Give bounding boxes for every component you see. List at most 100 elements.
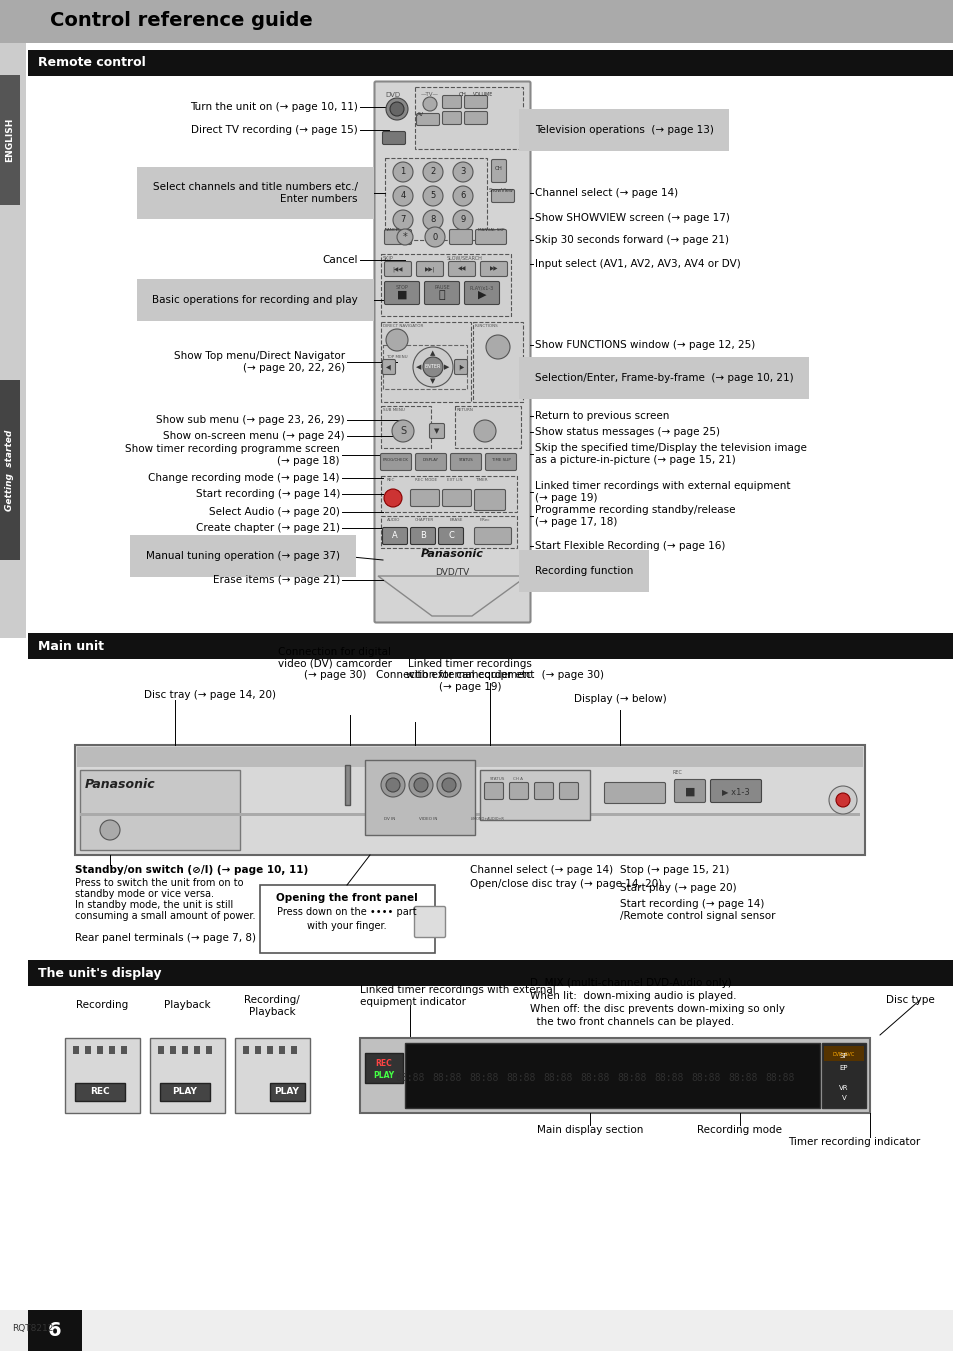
Text: Getting  started: Getting started	[6, 430, 14, 511]
Text: DIRECT NAVIGATOR: DIRECT NAVIGATOR	[382, 324, 423, 328]
FancyBboxPatch shape	[464, 96, 487, 108]
Bar	[75, 1084, 125, 1101]
FancyBboxPatch shape	[442, 96, 461, 108]
Bar	[234, 1038, 310, 1113]
FancyBboxPatch shape	[416, 113, 439, 126]
Bar	[270, 1084, 305, 1101]
Text: consuming a small amount of power.: consuming a small amount of power.	[75, 911, 255, 921]
Text: Skip 30 seconds forward (→ page 21): Skip 30 seconds forward (→ page 21)	[535, 235, 728, 245]
FancyBboxPatch shape	[384, 262, 411, 277]
FancyBboxPatch shape	[604, 782, 665, 804]
Text: 88:88: 88:88	[506, 1073, 536, 1084]
Text: Main unit: Main unit	[38, 639, 104, 653]
FancyBboxPatch shape	[485, 454, 516, 470]
Circle shape	[453, 209, 473, 230]
Text: Cancel: Cancel	[322, 255, 357, 265]
Circle shape	[422, 162, 442, 182]
Bar	[0, 1310, 953, 1351]
Bar	[385, 158, 486, 240]
Text: REC: REC	[375, 1058, 392, 1067]
Text: AUDIO: AUDIO	[387, 517, 400, 521]
Text: ERASE: ERASE	[450, 517, 463, 521]
Circle shape	[386, 330, 408, 351]
Text: ▶: ▶	[477, 290, 486, 300]
Circle shape	[422, 186, 442, 205]
FancyBboxPatch shape	[509, 782, 528, 800]
Bar	[97, 1046, 103, 1054]
Bar	[380, 322, 471, 403]
Text: Start recording (→ page 14): Start recording (→ page 14)	[619, 898, 763, 909]
Text: SP: SP	[839, 1052, 847, 1059]
Text: DVD-AVC: DVD-AVC	[832, 1051, 854, 1056]
Text: 7: 7	[400, 216, 405, 224]
Bar	[382, 345, 467, 389]
Text: B: B	[419, 531, 425, 540]
Circle shape	[390, 101, 403, 116]
Text: TOP MENU: TOP MENU	[386, 355, 407, 359]
Text: ■: ■	[684, 788, 695, 797]
Bar	[80, 770, 240, 850]
Text: Direct TV recording (→ page 15): Direct TV recording (→ page 15)	[191, 126, 357, 135]
Circle shape	[393, 186, 413, 205]
Text: Channel select (→ page 14): Channel select (→ page 14)	[470, 865, 613, 875]
Text: REC MODE: REC MODE	[415, 478, 436, 482]
Text: 5: 5	[430, 192, 436, 200]
Text: CH: CH	[495, 166, 502, 172]
Text: STOP: STOP	[395, 285, 408, 290]
FancyBboxPatch shape	[450, 454, 481, 470]
Polygon shape	[377, 576, 526, 616]
Text: Show on-screen menu (→ page 24): Show on-screen menu (→ page 24)	[163, 431, 345, 440]
Text: The unit's display: The unit's display	[38, 966, 161, 979]
Text: 88:88: 88:88	[654, 1073, 683, 1084]
Text: 6: 6	[460, 192, 465, 200]
Text: DISPLAY: DISPLAY	[422, 458, 438, 462]
Text: Change recording mode (→ page 14): Change recording mode (→ page 14)	[149, 473, 339, 484]
Text: Rear panel terminals (→ page 7, 8): Rear panel terminals (→ page 7, 8)	[75, 934, 255, 943]
Text: ▼: ▼	[430, 378, 436, 384]
Text: ENTER: ENTER	[424, 365, 440, 370]
Bar	[380, 254, 511, 316]
FancyBboxPatch shape	[442, 489, 471, 507]
Text: Connection for digital
video (DV) camcorder
(→ page 30): Connection for digital video (DV) camcor…	[277, 647, 392, 680]
FancyBboxPatch shape	[424, 281, 459, 304]
Bar	[260, 885, 435, 952]
Bar	[278, 1046, 285, 1054]
Text: Recording: Recording	[76, 1000, 128, 1011]
Text: Remote control: Remote control	[38, 57, 146, 69]
Bar	[109, 1046, 115, 1054]
Text: Start recording (→ page 14): Start recording (→ page 14)	[195, 489, 339, 499]
Circle shape	[485, 335, 510, 359]
Text: Press down on the •••• part: Press down on the •••• part	[277, 907, 416, 917]
Text: 88:88: 88:88	[764, 1073, 794, 1084]
Bar	[291, 1046, 296, 1054]
FancyBboxPatch shape	[448, 262, 475, 277]
FancyBboxPatch shape	[474, 527, 511, 544]
Text: C: C	[448, 531, 454, 540]
FancyBboxPatch shape	[674, 780, 705, 802]
Text: TIMER: TIMER	[475, 478, 487, 482]
Bar	[28, 634, 953, 659]
Text: Open/close disc tray (→ page 14, 20): Open/close disc tray (→ page 14, 20)	[470, 880, 661, 889]
Text: 1: 1	[400, 168, 405, 177]
Circle shape	[453, 186, 473, 205]
Circle shape	[835, 793, 849, 807]
Circle shape	[453, 162, 473, 182]
Text: |▶: |▶	[457, 365, 464, 370]
FancyBboxPatch shape	[449, 230, 472, 245]
FancyBboxPatch shape	[710, 780, 760, 802]
Text: Input select (AV1, AV2, AV3, AV4 or DV): Input select (AV1, AV2, AV3, AV4 or DV)	[535, 259, 740, 269]
Text: *: *	[402, 232, 407, 242]
FancyBboxPatch shape	[382, 527, 407, 544]
Circle shape	[409, 773, 433, 797]
Circle shape	[392, 420, 414, 442]
Circle shape	[100, 820, 120, 840]
Text: D. MIX (multi-channel DVD-Audio only): D. MIX (multi-channel DVD-Audio only)	[530, 978, 731, 988]
Text: STATUS: STATUS	[458, 458, 473, 462]
Text: PAUSE: PAUSE	[434, 285, 450, 290]
Text: PROG/CHECK: PROG/CHECK	[383, 458, 409, 462]
FancyBboxPatch shape	[491, 189, 514, 203]
Text: Linked timer recordings
with external equipment
(→ page 19): Linked timer recordings with external eq…	[405, 659, 534, 692]
Text: Start Flexible Recording (→ page 16): Start Flexible Recording (→ page 16)	[535, 540, 724, 551]
FancyBboxPatch shape	[429, 423, 444, 439]
FancyBboxPatch shape	[454, 359, 467, 374]
